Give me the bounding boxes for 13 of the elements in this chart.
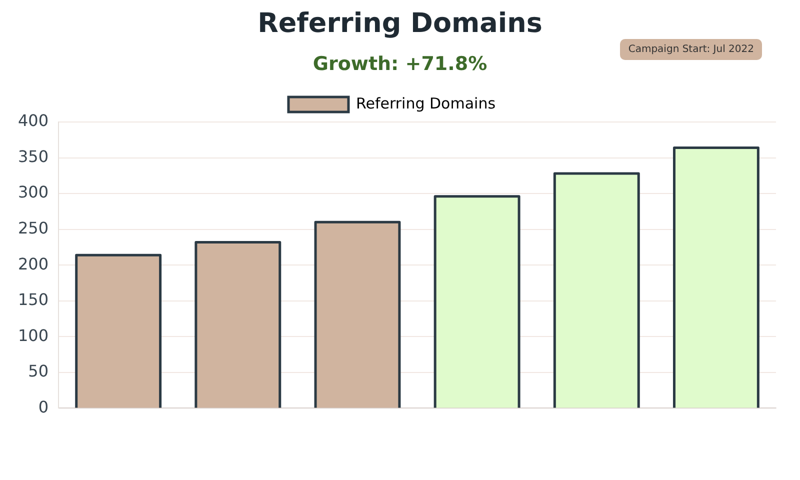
- y-tick-label: 200: [18, 254, 49, 274]
- chart-title: Referring Domains: [256, 8, 544, 39]
- text: Campaign Start: Jul 2022: [620, 39, 762, 60]
- y-tick-label: 100: [18, 326, 49, 345]
- text: Growth: +71.8%: [312, 53, 488, 75]
- y-tick-label: 250: [18, 218, 49, 238]
- y-tick-label: 350: [18, 146, 49, 166]
- y-tick-label: 300: [18, 182, 49, 202]
- y-tick-label: 0: [38, 397, 49, 416]
- y-tick-label: 400: [18, 111, 49, 130]
- y-tick-label: 50: [28, 362, 49, 381]
- legend-label: Referring Domains: [356, 94, 496, 112]
- y-tick-label: 150: [18, 290, 49, 310]
